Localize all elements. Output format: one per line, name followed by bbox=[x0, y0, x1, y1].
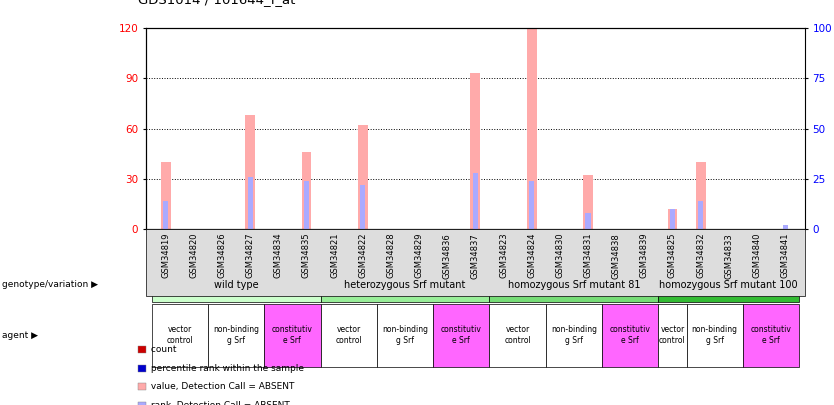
Bar bbox=[248, 177, 253, 229]
Text: count: count bbox=[148, 345, 177, 354]
Text: GSM34829: GSM34829 bbox=[414, 233, 424, 278]
Text: vector
control: vector control bbox=[659, 326, 686, 345]
Text: GSM34827: GSM34827 bbox=[246, 233, 254, 279]
Text: GSM34821: GSM34821 bbox=[330, 233, 339, 278]
Text: GSM34828: GSM34828 bbox=[386, 233, 395, 279]
Bar bbox=[358, 125, 368, 229]
Text: heterozygous Srf mutant: heterozygous Srf mutant bbox=[344, 279, 465, 290]
Text: GSM34839: GSM34839 bbox=[640, 233, 649, 279]
Bar bbox=[583, 175, 593, 229]
Bar bbox=[304, 181, 309, 229]
Text: non-binding
g Srf: non-binding g Srf bbox=[551, 326, 597, 345]
Text: GSM34824: GSM34824 bbox=[527, 233, 536, 278]
Text: homozygous Srf mutant 100: homozygous Srf mutant 100 bbox=[660, 279, 798, 290]
Text: non-binding
g Srf: non-binding g Srf bbox=[213, 326, 259, 345]
Text: GSM34840: GSM34840 bbox=[752, 233, 761, 278]
Text: vector
control: vector control bbox=[335, 326, 362, 345]
Text: GSM34834: GSM34834 bbox=[274, 233, 283, 279]
Bar bbox=[782, 225, 787, 229]
Bar bbox=[527, 28, 536, 229]
Text: GSM34835: GSM34835 bbox=[302, 233, 311, 279]
Bar bbox=[302, 152, 311, 229]
Bar bbox=[670, 209, 675, 229]
Text: value, Detection Call = ABSENT: value, Detection Call = ABSENT bbox=[148, 382, 295, 391]
Text: homozygous Srf mutant 81: homozygous Srf mutant 81 bbox=[508, 279, 641, 290]
Text: vector
control: vector control bbox=[505, 326, 531, 345]
Bar bbox=[470, 73, 480, 229]
Bar bbox=[698, 201, 703, 229]
Text: GDS1014 / 101644_f_at: GDS1014 / 101644_f_at bbox=[138, 0, 295, 6]
Text: GSM34826: GSM34826 bbox=[218, 233, 227, 279]
Bar bbox=[585, 213, 590, 229]
Text: GSM34819: GSM34819 bbox=[161, 233, 170, 278]
Text: constitutiv
e Srf: constitutiv e Srf bbox=[751, 326, 791, 345]
Text: genotype/variation ▶: genotype/variation ▶ bbox=[2, 280, 98, 289]
Bar bbox=[161, 162, 171, 229]
Text: GSM34820: GSM34820 bbox=[189, 233, 198, 278]
Text: GSM34825: GSM34825 bbox=[668, 233, 677, 278]
Bar bbox=[163, 201, 168, 229]
Text: constitutiv
e Srf: constitutiv e Srf bbox=[272, 326, 313, 345]
Bar bbox=[473, 173, 478, 229]
Text: non-binding
g Srf: non-binding g Srf bbox=[691, 326, 738, 345]
Text: GSM34823: GSM34823 bbox=[499, 233, 508, 279]
Text: GSM34841: GSM34841 bbox=[781, 233, 790, 278]
Text: vector
control: vector control bbox=[166, 326, 193, 345]
Bar bbox=[360, 185, 365, 229]
Text: constitutiv
e Srf: constitutiv e Srf bbox=[441, 326, 482, 345]
Text: GSM34838: GSM34838 bbox=[611, 233, 620, 279]
Text: GSM34833: GSM34833 bbox=[724, 233, 733, 279]
Text: GSM34831: GSM34831 bbox=[584, 233, 592, 279]
Text: percentile rank within the sample: percentile rank within the sample bbox=[148, 364, 304, 373]
Text: wild type: wild type bbox=[214, 279, 259, 290]
Text: rank, Detection Call = ABSENT: rank, Detection Call = ABSENT bbox=[148, 401, 290, 405]
Text: non-binding
g Srf: non-binding g Srf bbox=[382, 326, 428, 345]
Text: GSM34830: GSM34830 bbox=[555, 233, 565, 279]
Text: agent ▶: agent ▶ bbox=[2, 330, 38, 340]
Text: GSM34822: GSM34822 bbox=[359, 233, 367, 278]
Text: GSM34836: GSM34836 bbox=[443, 233, 452, 279]
Text: constitutiv
e Srf: constitutiv e Srf bbox=[610, 326, 651, 345]
Text: GSM34832: GSM34832 bbox=[696, 233, 705, 279]
Bar bbox=[529, 181, 535, 229]
Text: GSM34837: GSM34837 bbox=[471, 233, 480, 279]
Bar bbox=[245, 115, 255, 229]
Bar bbox=[667, 209, 677, 229]
Bar bbox=[696, 162, 706, 229]
